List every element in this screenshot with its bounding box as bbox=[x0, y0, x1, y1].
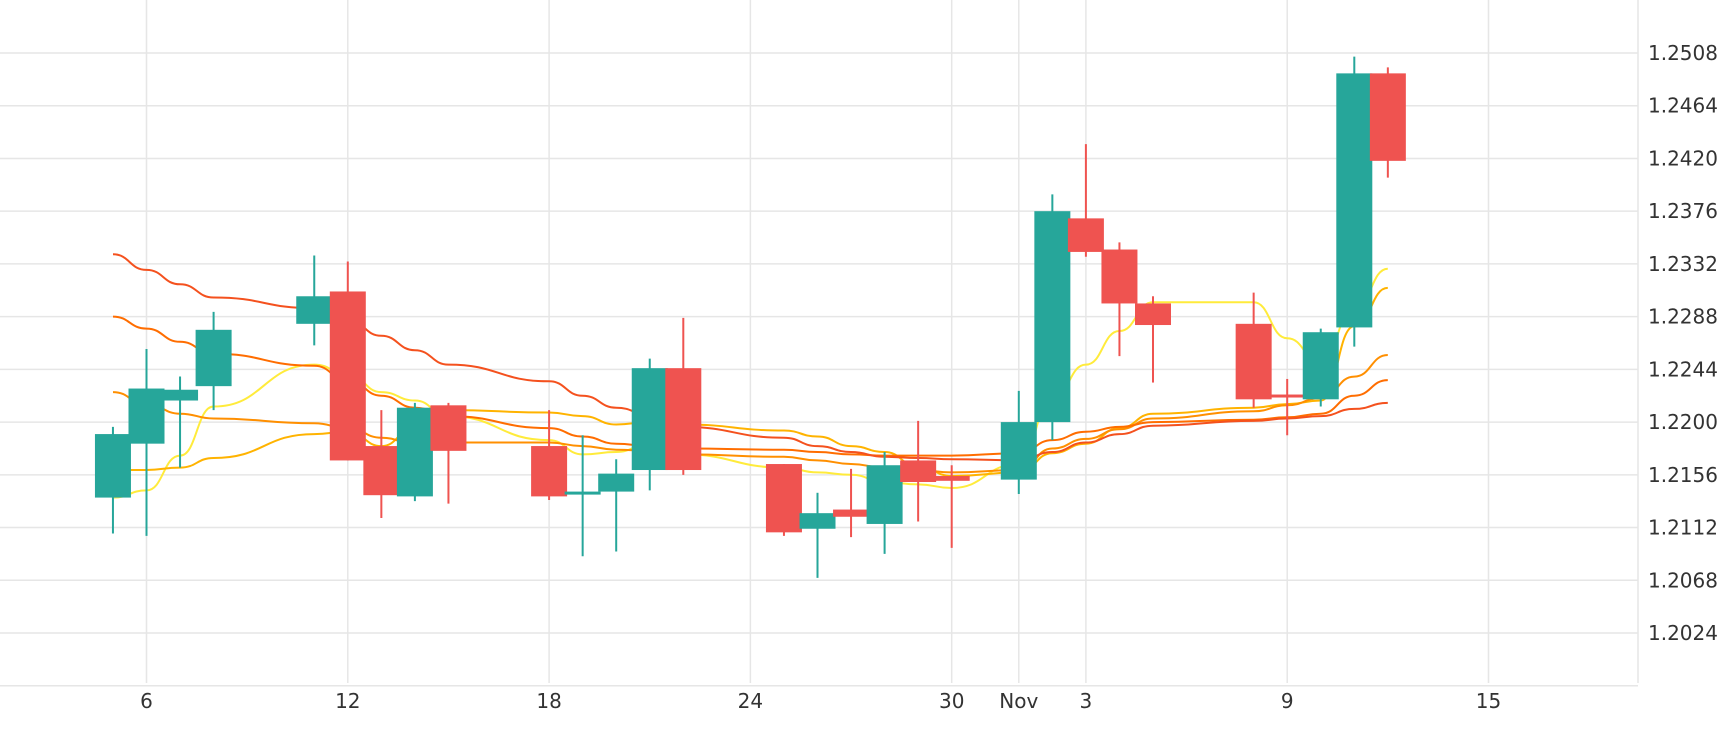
y-tick-label: 1.2288 bbox=[1648, 305, 1718, 329]
candle bbox=[1235, 292, 1272, 408]
candle-body-down bbox=[1269, 394, 1306, 398]
y-tick-label: 1.2244 bbox=[1648, 357, 1718, 381]
y-tick-label: 1.2112 bbox=[1648, 516, 1718, 540]
candle-body-up bbox=[296, 296, 333, 324]
candle bbox=[329, 261, 366, 461]
candle bbox=[430, 402, 467, 504]
candle bbox=[296, 255, 333, 346]
candles bbox=[94, 56, 1406, 578]
candle bbox=[1034, 194, 1071, 441]
candle bbox=[833, 468, 870, 538]
candle bbox=[94, 426, 131, 534]
candle bbox=[1336, 56, 1373, 347]
candle-body-down bbox=[765, 464, 802, 533]
candle-body-up bbox=[94, 434, 131, 498]
candle bbox=[162, 376, 199, 468]
x-tick-label: 3 bbox=[1080, 689, 1093, 713]
candle bbox=[1067, 144, 1104, 257]
grid bbox=[0, 0, 1639, 687]
x-tick-label: 6 bbox=[140, 689, 153, 713]
candle-body-up bbox=[1000, 422, 1037, 480]
x-axis: 6 12 18 24 30 Nov 3 9 15 bbox=[140, 689, 1501, 713]
candle-body-up bbox=[866, 465, 903, 524]
y-tick-label: 1.2156 bbox=[1648, 463, 1718, 487]
candle-body-down bbox=[1235, 323, 1272, 400]
candle bbox=[900, 420, 937, 522]
candle-body-down bbox=[329, 291, 366, 461]
candle bbox=[933, 465, 970, 548]
y-tick-label: 1.2068 bbox=[1648, 568, 1718, 592]
candle bbox=[765, 464, 802, 536]
candle bbox=[195, 311, 232, 411]
y-tick-label: 1.2200 bbox=[1648, 410, 1718, 434]
candle-body-down bbox=[833, 509, 870, 517]
candle-body-up bbox=[564, 491, 601, 495]
y-axis: 1.2024 1.2068 1.2112 1.2156 1.2200 1.2244 1.22… bbox=[1648, 41, 1718, 645]
candle-body-down bbox=[933, 476, 970, 481]
candle-body-down bbox=[1101, 249, 1138, 304]
candle-body-up bbox=[162, 389, 199, 401]
candle-body-up bbox=[799, 513, 836, 529]
candle bbox=[1369, 67, 1406, 178]
candle bbox=[866, 452, 903, 554]
candle-body-up bbox=[598, 473, 635, 492]
y-tick-label: 1.2376 bbox=[1648, 199, 1718, 223]
candle bbox=[1101, 242, 1138, 357]
candle bbox=[1269, 378, 1306, 436]
x-tick-label: 30 bbox=[939, 689, 964, 713]
candle-body-up bbox=[1034, 211, 1071, 423]
candle-body-down bbox=[430, 405, 467, 451]
candle bbox=[665, 317, 702, 475]
x-tick-label: 18 bbox=[536, 689, 561, 713]
candle-body-down bbox=[900, 460, 937, 483]
candle bbox=[1302, 328, 1339, 407]
candle-body-up bbox=[195, 329, 232, 387]
x-tick-label: Nov bbox=[999, 689, 1038, 713]
candle-body-up bbox=[631, 368, 668, 471]
candle-body-up bbox=[1302, 332, 1339, 400]
candle bbox=[128, 348, 165, 536]
candle bbox=[363, 410, 400, 518]
candle-body-down bbox=[363, 446, 400, 496]
candle-body-up bbox=[396, 407, 433, 497]
candle bbox=[531, 410, 568, 500]
y-tick-label: 1.2508 bbox=[1648, 41, 1718, 65]
candle bbox=[1135, 296, 1171, 383]
candle-body-down bbox=[665, 368, 702, 471]
candle bbox=[396, 402, 433, 502]
candle bbox=[631, 358, 668, 491]
candle bbox=[1000, 390, 1037, 494]
x-tick-label: 24 bbox=[738, 689, 763, 713]
candle-body-down bbox=[1369, 73, 1406, 161]
candle-body-down bbox=[531, 446, 568, 497]
candle bbox=[799, 492, 836, 578]
candle-body-down bbox=[1067, 218, 1104, 252]
candle-body-up bbox=[128, 388, 165, 444]
candle-body-up bbox=[1336, 73, 1373, 328]
candle-body-down bbox=[1135, 303, 1171, 326]
x-tick-label: 12 bbox=[335, 689, 360, 713]
y-tick-label: 1.2024 bbox=[1648, 621, 1718, 645]
y-tick-label: 1.2420 bbox=[1648, 146, 1718, 170]
x-tick-label: 15 bbox=[1476, 689, 1501, 713]
candle bbox=[564, 435, 601, 557]
y-tick-label: 1.2332 bbox=[1648, 252, 1718, 276]
y-tick-label: 1.2464 bbox=[1648, 94, 1718, 118]
candle bbox=[598, 459, 635, 552]
x-tick-label: 9 bbox=[1281, 689, 1294, 713]
